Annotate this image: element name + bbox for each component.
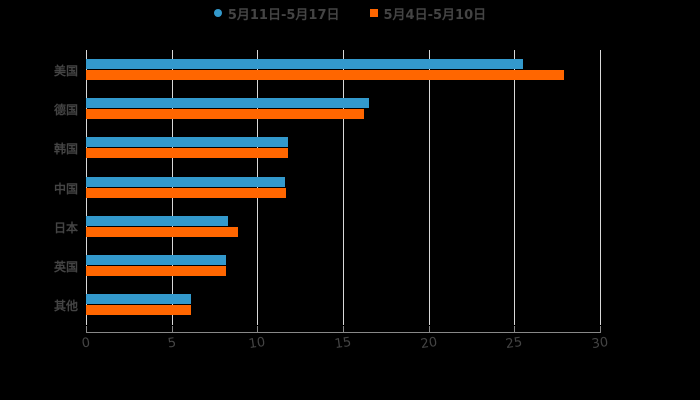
- bar-series-1[interactable]: [86, 137, 289, 148]
- x-axis-tick-label: 25: [505, 334, 524, 353]
- x-axis-tick: [343, 326, 344, 333]
- x-axis-tick-label: 10: [248, 334, 267, 353]
- gridline: [428, 50, 430, 325]
- bar-series-1[interactable]: [86, 294, 191, 305]
- category-label: 德国: [53, 103, 78, 118]
- category-label: 日本: [53, 220, 78, 235]
- bar-series-2[interactable]: [86, 266, 227, 276]
- legend-label: 5月11日-5月17日: [227, 7, 340, 23]
- gridline: [514, 50, 516, 325]
- x-axis-tick-label: 0: [80, 335, 92, 352]
- gridline: [257, 50, 259, 325]
- category-label: 韩国: [53, 142, 78, 157]
- bar-series-2[interactable]: [86, 226, 239, 237]
- chart-legend: 5月11日-5月17日 5月4日-5月10日: [0, 4, 700, 23]
- legend-item-series-2[interactable]: 5月4日-5月10日: [369, 4, 487, 23]
- x-axis-tick: [171, 326, 173, 333]
- gridline: [600, 50, 601, 325]
- x-axis-tick: [428, 326, 430, 333]
- bar-series-1[interactable]: [86, 59, 523, 69]
- category-label: 其他: [53, 299, 78, 314]
- x-axis-tick-label: 20: [419, 334, 438, 353]
- bar-series-1[interactable]: [86, 98, 369, 109]
- legend-item-series-1[interactable]: 5月11日-5月17日: [213, 4, 340, 23]
- x-axis-tick-label: 15: [333, 334, 353, 353]
- legend-square-icon: [369, 9, 378, 17]
- x-axis-tick: [86, 326, 87, 333]
- bar-series-1[interactable]: [86, 255, 227, 265]
- gridline: [86, 50, 87, 325]
- bar-series-2[interactable]: [86, 305, 191, 316]
- category-label: 中国: [53, 181, 78, 196]
- category-label: 英国: [53, 260, 78, 274]
- bar-series-1[interactable]: [86, 215, 229, 226]
- bar-series-2[interactable]: [86, 109, 364, 120]
- x-axis-line: [86, 332, 600, 333]
- x-axis-tick-label: 5: [166, 335, 177, 352]
- bar-series-2[interactable]: [86, 187, 287, 198]
- legend-circle-icon: [213, 9, 222, 17]
- category-label: 美国: [53, 64, 78, 78]
- x-axis-tick: [600, 326, 601, 333]
- x-axis-tick: [514, 326, 516, 333]
- gridline: [343, 50, 344, 325]
- bar-series-2[interactable]: [86, 148, 289, 159]
- bar-series-2[interactable]: [86, 70, 565, 80]
- bar-series-1[interactable]: [86, 176, 285, 187]
- legend-label: 5月4日-5月10日: [383, 7, 487, 23]
- gridline: [171, 50, 173, 325]
- x-axis-tick: [257, 326, 259, 333]
- x-axis-tick-label: 30: [590, 334, 610, 353]
